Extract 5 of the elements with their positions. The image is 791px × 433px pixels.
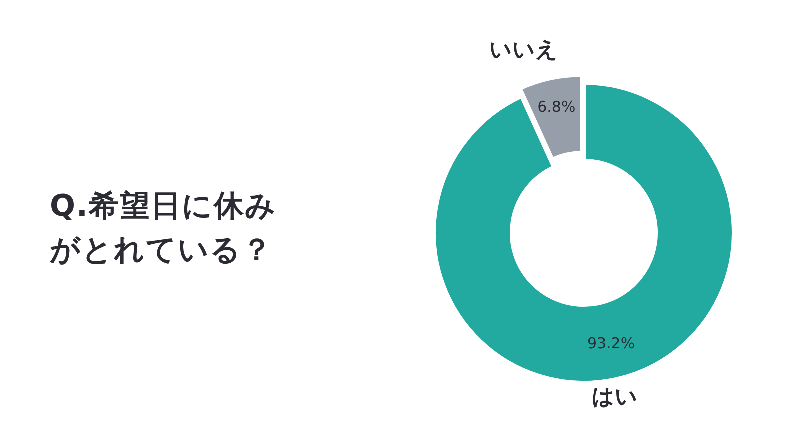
slice-label: いいえ: [490, 38, 559, 63]
text: Q.希望日に休みがとれている？: [50, 188, 278, 270]
data-label: 93.2%: [587, 334, 636, 353]
slice-label: はい: [592, 385, 638, 410]
data-label: 6.8%: [538, 98, 576, 116]
